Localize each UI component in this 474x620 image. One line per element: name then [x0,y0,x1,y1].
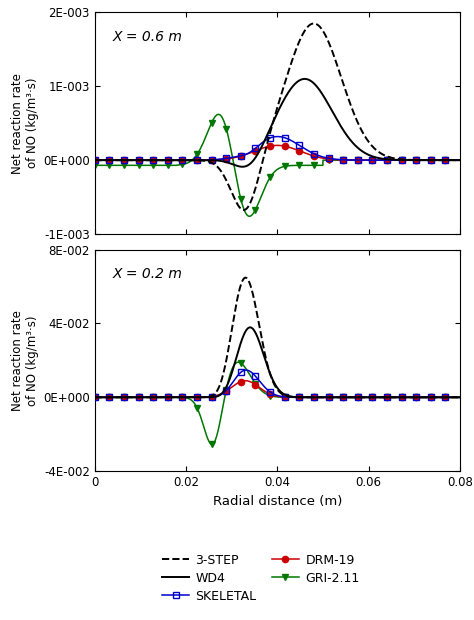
Y-axis label: Net reaction rate
of NO (kg/m³·s): Net reaction rate of NO (kg/m³·s) [11,73,39,174]
Legend: 3-STEP, WD4, SKELETAL, DRM-19, GRI-2.11: 3-STEP, WD4, SKELETAL, DRM-19, GRI-2.11 [157,549,365,608]
Text: X = 0.2 m: X = 0.2 m [113,267,183,281]
Text: X = 0.6 m: X = 0.6 m [113,30,183,44]
X-axis label: Radial distance (m): Radial distance (m) [213,495,342,508]
Y-axis label: Net reaction rate
of NO (kg/m³·s): Net reaction rate of NO (kg/m³·s) [11,310,39,411]
